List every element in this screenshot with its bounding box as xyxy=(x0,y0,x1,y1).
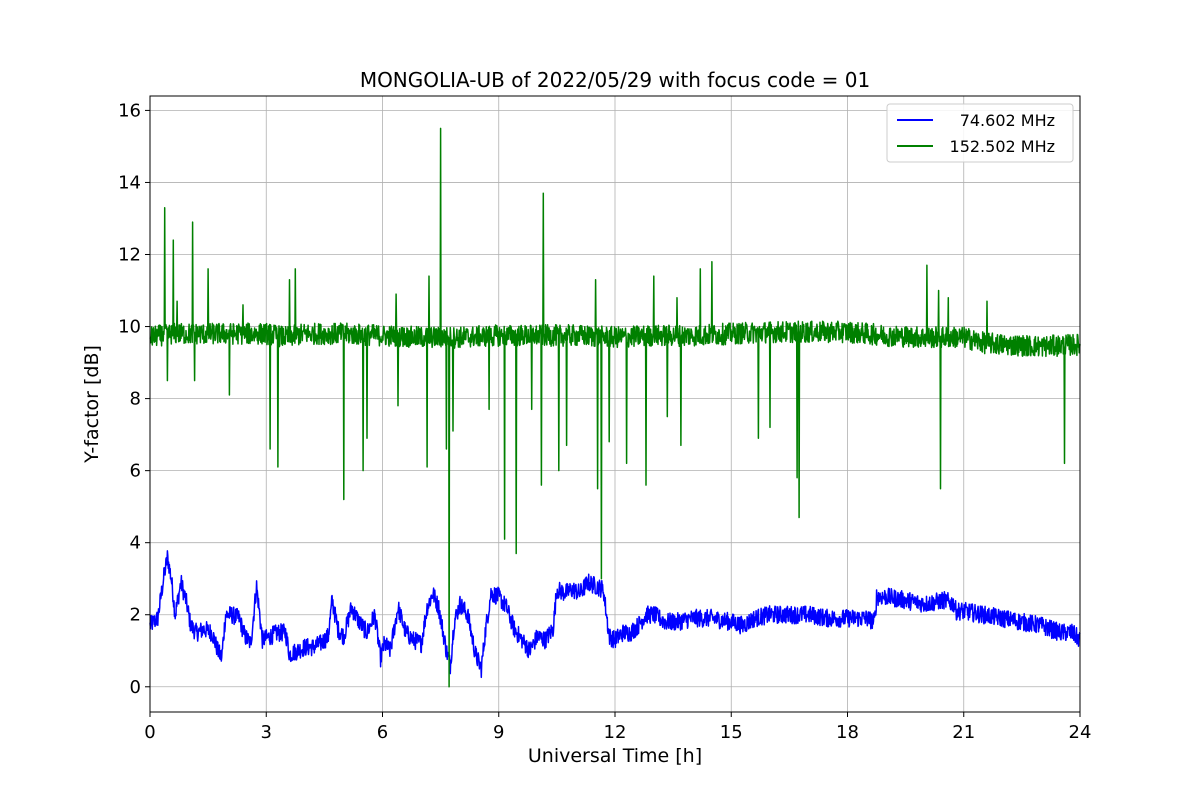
legend: 74.602 MHz 152.502 MHz xyxy=(886,103,1074,163)
y-axis-label: Y-factor [dB] xyxy=(81,345,103,464)
x-tick-label: 3 xyxy=(261,722,272,743)
x-tick-label: 0 xyxy=(144,722,155,743)
legend-box xyxy=(886,103,1074,163)
legend-label: 152.502 MHz xyxy=(950,137,1055,156)
series-line-1 xyxy=(149,127,1081,688)
x-axis-label: Universal Time [h] xyxy=(528,745,702,767)
y-tick-label: 14 xyxy=(118,172,141,193)
y-tick-label: 0 xyxy=(130,677,141,698)
x-tick-label: 9 xyxy=(493,722,504,743)
series-line-0 xyxy=(149,550,1081,679)
x-tick-label: 21 xyxy=(952,722,975,743)
x-tick-label: 18 xyxy=(836,722,859,743)
x-tick-label: 12 xyxy=(604,722,627,743)
x-tick-label: 6 xyxy=(377,722,388,743)
y-tick-label: 6 xyxy=(130,461,141,482)
chart-title: MONGOLIA-UB of 2022/05/29 with focus cod… xyxy=(360,68,870,92)
y-tick-label: 4 xyxy=(130,533,141,554)
x-tick-label: 15 xyxy=(720,722,743,743)
y-tick-label: 10 xyxy=(118,317,141,338)
y-tick-label: 8 xyxy=(130,389,141,410)
y-tick-label: 2 xyxy=(130,605,141,626)
y-tick-label: 12 xyxy=(118,245,141,266)
legend-label: 74.602 MHz xyxy=(960,111,1055,130)
y-tick-label: 16 xyxy=(118,100,141,121)
x-tick-label: 24 xyxy=(1069,722,1092,743)
series-layer xyxy=(149,127,1081,688)
